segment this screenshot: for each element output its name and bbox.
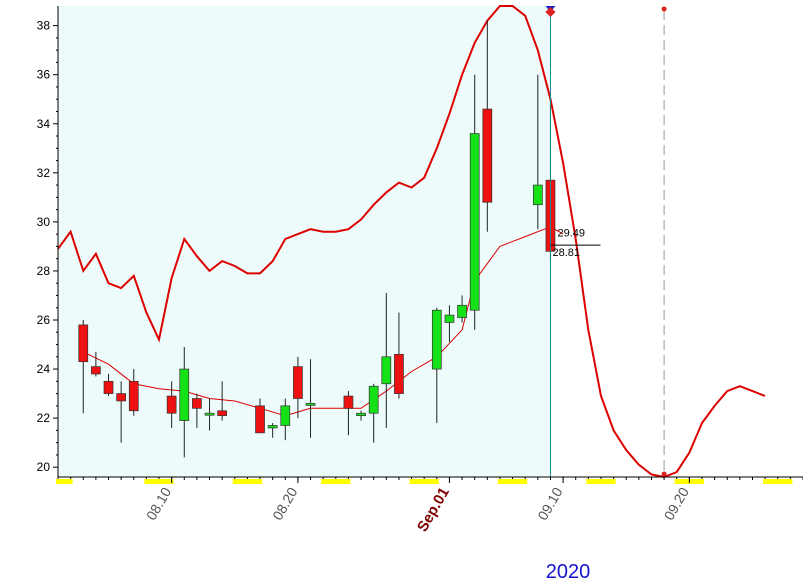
candle — [356, 410, 366, 421]
y-tick-label: 30 — [37, 215, 51, 229]
candle-body — [179, 368, 190, 421]
candle-body — [368, 385, 379, 414]
candle — [368, 383, 379, 443]
candle-body — [457, 304, 467, 318]
projection-end-icon — [661, 471, 667, 477]
weekend-marker — [56, 479, 73, 484]
candle — [381, 293, 392, 428]
candle — [280, 398, 291, 441]
weekend-marker — [586, 479, 603, 484]
x-tick-label: Sep.01 — [414, 485, 453, 535]
y-tick-label: 28 — [37, 264, 51, 278]
upper-band-line — [57, 5, 766, 479]
candle-body — [103, 380, 114, 394]
candle-body — [166, 395, 177, 414]
last-close-label: 28.81 — [552, 247, 580, 259]
history-shade — [58, 6, 551, 477]
candle — [91, 351, 101, 377]
weekend-marker — [144, 479, 162, 484]
weekend-marker — [775, 479, 793, 484]
candle — [192, 393, 202, 428]
candle-body — [532, 184, 543, 206]
candle-body — [431, 309, 442, 370]
candle-body — [192, 398, 202, 409]
candle — [78, 320, 89, 414]
candle-body — [116, 393, 126, 402]
candle-body — [217, 410, 228, 417]
weekend-marker — [245, 479, 263, 484]
x-tick-label: 09.20 — [661, 484, 692, 523]
candle-body — [255, 405, 265, 434]
candle-body — [469, 133, 480, 311]
x-tick-label: 08.10 — [143, 484, 174, 523]
candle — [444, 305, 455, 343]
weekend-marker — [232, 479, 250, 484]
candle — [116, 381, 126, 443]
candle — [267, 423, 278, 438]
y-tick-label: 36 — [37, 68, 51, 82]
weekend-marker — [409, 479, 427, 484]
ma-value-label: 29.49 — [557, 227, 585, 239]
candle-body — [280, 405, 291, 426]
candle-body — [204, 412, 215, 416]
candle-body — [91, 366, 101, 375]
candle — [482, 20, 493, 232]
candle-body — [381, 356, 392, 385]
weekend-marker — [674, 479, 692, 484]
candle-body — [444, 314, 455, 323]
candle-body — [343, 395, 354, 409]
candle-body — [394, 353, 404, 394]
x-tick-label: 08.20 — [269, 484, 300, 523]
candle — [255, 398, 265, 434]
candle-body — [293, 366, 303, 399]
candle-body — [78, 324, 89, 363]
weekend-marker — [157, 479, 174, 484]
weekend-marker — [510, 479, 528, 484]
y-tick-label: 34 — [37, 117, 51, 131]
projection-marker-icon — [661, 6, 667, 12]
candle — [217, 381, 228, 421]
candle — [103, 373, 114, 397]
candle — [293, 356, 303, 419]
weekend-marker — [763, 479, 780, 484]
candle — [128, 369, 139, 416]
weekend-marker — [687, 479, 704, 484]
y-tick-label: 20 — [37, 460, 51, 474]
candle-body — [267, 425, 278, 429]
candle — [394, 312, 404, 399]
year-label: 2020 — [546, 561, 591, 582]
x-tick-label: 09.10 — [534, 484, 565, 523]
y-tick-label: 38 — [37, 19, 51, 33]
candle-body — [305, 403, 316, 406]
candle — [166, 381, 177, 428]
candle — [532, 74, 543, 230]
candle — [305, 359, 316, 438]
weekend-marker — [497, 479, 515, 484]
y-tick-label: 24 — [37, 362, 51, 376]
weekend-marker — [598, 479, 616, 484]
moving-average-line — [83, 226, 564, 417]
candle — [469, 74, 480, 330]
weekend-marker — [422, 479, 439, 484]
candle — [457, 295, 467, 323]
y-tick-label: 26 — [37, 313, 51, 327]
candle — [204, 398, 215, 431]
candle — [343, 391, 354, 436]
candle-body — [356, 412, 366, 417]
candle-body — [482, 108, 493, 203]
weekend-marker — [333, 479, 351, 484]
candle — [431, 307, 442, 424]
candle — [179, 346, 190, 458]
candle-body — [128, 380, 139, 412]
y-tick-label: 32 — [37, 166, 51, 180]
weekend-marker — [321, 479, 338, 484]
cursor-marker-icon — [545, 7, 556, 17]
y-tick-label: 22 — [37, 411, 51, 425]
